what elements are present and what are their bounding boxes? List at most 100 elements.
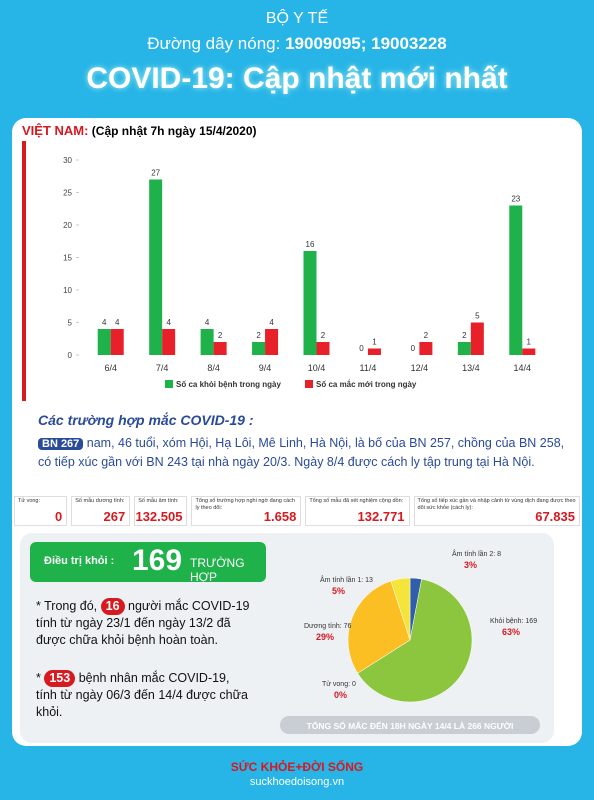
slice-value: 63% xyxy=(502,627,520,637)
data-label: 1 xyxy=(527,338,532,347)
note-2: * 153 bệnh nhân mắc COVID-19, tính từ ng… xyxy=(36,670,251,721)
slice-value: 0% xyxy=(334,690,347,700)
stat-box: Tổng số tiếp xúc gần và nhập cảnh từ vùn… xyxy=(413,496,580,526)
bar xyxy=(149,179,163,355)
stat-value: 0 xyxy=(55,509,63,524)
hotline-line: Đường dây nóng: 19009095; 19003228 xyxy=(0,34,594,54)
data-label: 2 xyxy=(256,331,261,340)
legend-label: Số ca mắc mới trong ngày xyxy=(316,380,417,389)
brand: SỨC KHỎE+ĐỜI SỐNG xyxy=(230,760,364,774)
stat-box: Tổng số trường hợp nghi ngờ đang cách ly… xyxy=(191,496,302,526)
pie-slice xyxy=(347,580,411,674)
bar xyxy=(97,329,111,355)
pie-chart: Âm tính lần 2: 8 3% Khỏi bệnh: 169 63% Tử vo… xyxy=(280,549,540,734)
case-detail: nam, 46 tuổi, xóm Hội, Hạ Lôi, Mê Linh, … xyxy=(38,436,565,469)
bar xyxy=(200,329,214,355)
data-label: 5 xyxy=(475,312,480,321)
main-title: COVID-19: Cập nhật mới nhất xyxy=(86,62,508,95)
stat-value: 67.835 xyxy=(535,509,575,524)
x-tick-label: 9/4 xyxy=(259,363,272,373)
bar xyxy=(316,342,330,355)
stat-box: Tử vong: 0 xyxy=(14,496,68,526)
site: suckhoedoisong.vn xyxy=(249,776,345,788)
pie-slice xyxy=(357,578,473,703)
x-tick-label: 10/4 xyxy=(308,363,326,373)
data-label: 0 xyxy=(359,344,364,353)
data-label: 4 xyxy=(115,318,120,327)
data-label: 4 xyxy=(166,318,171,327)
x-tick-label: 14/4 xyxy=(514,363,532,373)
hotline: 19009095; 19003228 xyxy=(285,34,447,53)
bar xyxy=(470,322,484,355)
x-tick-label: 7/4 xyxy=(156,363,169,373)
pie-caption: TỔNG SỐ MẮC ĐẾN 18H NGÀY 14/4 LÀ 266 NGƯ… xyxy=(307,720,514,731)
recovered-value: 169 xyxy=(132,544,183,577)
data-label: 4 xyxy=(205,318,210,327)
data-label: 2 xyxy=(218,331,223,340)
data-label: 23 xyxy=(511,195,520,204)
bar xyxy=(252,342,266,355)
y-tick-label: 10 xyxy=(63,286,72,295)
data-label: 1 xyxy=(372,338,377,347)
legend-label: Số ca khỏi bệnh trong ngày xyxy=(176,380,281,389)
stat-label: Số mẫu âm tính: xyxy=(138,498,179,504)
bar xyxy=(419,342,433,355)
legend-swatch xyxy=(305,380,313,388)
data-label: 4 xyxy=(269,318,274,327)
bar xyxy=(367,348,381,355)
slice-label: Âm tính lần 2: 8 xyxy=(452,549,501,558)
data-label: 16 xyxy=(306,240,315,249)
stats-row: Tử vong: 0 Số mẫu dương tính: 267 Số mẫu âm … xyxy=(14,496,580,526)
bar xyxy=(303,251,317,355)
recovered-box: Điều trị khỏi : 169 TRƯỜNG HỢP xyxy=(30,542,266,584)
accent-bar xyxy=(22,141,26,401)
stat-label: Tổng số tiếp xúc gần và nhập cảnh từ vùn… xyxy=(417,498,576,511)
recovered-label: Điều trị khỏi : xyxy=(44,555,115,567)
x-tick-label: 6/4 xyxy=(104,363,117,373)
x-tick-label: 13/4 xyxy=(462,363,480,373)
y-tick-label: 15 xyxy=(63,254,72,263)
y-tick-label: 5 xyxy=(68,319,73,328)
bar xyxy=(162,329,176,355)
slice-label: Dương tính: 76 xyxy=(304,623,352,630)
data-label: 2 xyxy=(424,331,429,340)
cases-title: Các trường hợp mắc COVID-19 : xyxy=(38,412,254,428)
bar xyxy=(522,348,536,355)
y-tick-label: 25 xyxy=(63,189,72,198)
note-prefix: * Trong đó, xyxy=(36,599,98,613)
legend-swatch xyxy=(165,380,173,388)
y-tick-label: 0 xyxy=(68,351,73,360)
stat-box: Tổng số mẫu đã xét nghiệm cộng dồn: 132.7… xyxy=(305,496,410,526)
recovered-unit: TRƯỜNG HỢP xyxy=(190,556,245,584)
bar xyxy=(509,205,523,355)
note-1: * Trong đó, 16 người mắc COVID-19 tính t… xyxy=(36,598,251,649)
note-number: 153 xyxy=(44,670,76,687)
x-tick-label: 8/4 xyxy=(207,363,220,373)
data-label: 0 xyxy=(411,344,416,353)
bar xyxy=(265,329,279,355)
slice-label: Khỏi bệnh: 169 xyxy=(490,617,537,625)
stat-label: Tổng số trường hợp nghi ngờ đang cách ly… xyxy=(195,498,295,511)
ministry: BỘ Y TẾ xyxy=(265,10,329,27)
stat-box: Số mẫu dương tính: 267 xyxy=(71,496,131,526)
slice-value: 5% xyxy=(332,586,345,596)
note-text: người mắc COVID-19 tính từ ngày 23/1 đến… xyxy=(36,599,250,647)
bar xyxy=(110,329,124,355)
stat-label: Tử vong: xyxy=(18,498,41,504)
note-prefix: * xyxy=(36,671,41,685)
x-tick-label: 11/4 xyxy=(360,363,377,373)
stat-value: 1.658 xyxy=(263,509,297,524)
caption-bg xyxy=(280,716,540,734)
pie-slice xyxy=(390,577,411,641)
data-label: 4 xyxy=(102,318,107,327)
stat-box: Số mẫu âm tính: 132.505 xyxy=(134,496,188,526)
stat-value: 132.505 xyxy=(135,509,183,524)
y-tick-label: 20 xyxy=(63,221,72,230)
data-label: 27 xyxy=(151,169,160,178)
data-label: 2 xyxy=(321,331,326,340)
slice-value: 3% xyxy=(464,560,477,570)
data-label: 2 xyxy=(462,331,467,340)
bar xyxy=(457,342,471,355)
